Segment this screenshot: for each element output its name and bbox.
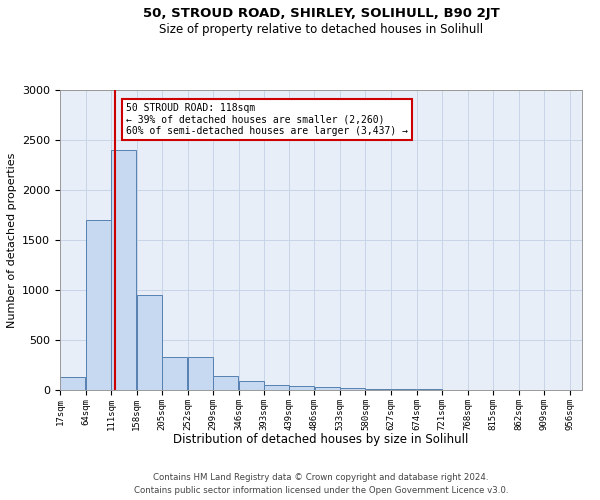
Bar [315,387,340,390]
Text: Distribution of detached houses by size in Solihull: Distribution of detached houses by size … [173,432,469,446]
Text: 50, STROUD ROAD, SHIRLEY, SOLIHULL, B90 2JT: 50, STROUD ROAD, SHIRLEY, SOLIHULL, B90 … [143,8,499,20]
Bar [391,389,416,390]
Bar [162,357,187,390]
Y-axis label: Number of detached properties: Number of detached properties [7,152,17,328]
Bar [60,377,85,390]
Bar [188,357,213,390]
Bar [340,388,365,390]
Text: Contains public sector information licensed under the Open Government Licence v3: Contains public sector information licen… [134,486,508,495]
Text: Contains HM Land Registry data © Crown copyright and database right 2024.: Contains HM Land Registry data © Crown c… [153,472,489,482]
Bar [86,220,111,390]
Bar [366,388,391,390]
Bar [289,386,314,390]
Text: Size of property relative to detached houses in Solihull: Size of property relative to detached ho… [159,22,483,36]
Bar [417,389,442,390]
Text: 50 STROUD ROAD: 118sqm
← 39% of detached houses are smaller (2,260)
60% of semi-: 50 STROUD ROAD: 118sqm ← 39% of detached… [125,103,407,136]
Bar [213,376,238,390]
Bar [264,384,289,390]
Bar [137,295,162,390]
Bar [239,381,264,390]
Bar [111,150,136,390]
